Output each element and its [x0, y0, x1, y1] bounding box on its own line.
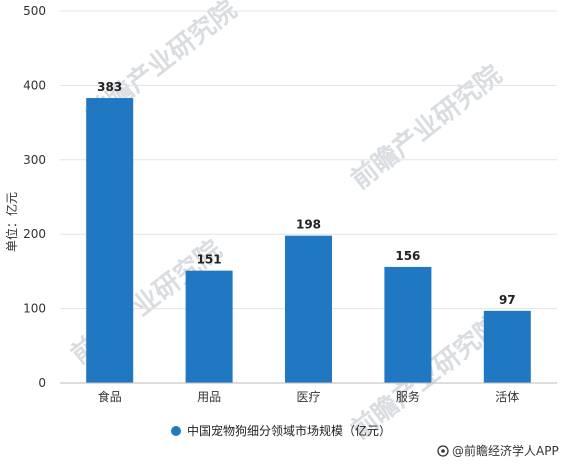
x-tick-label: 医疗: [296, 390, 320, 404]
bar: [185, 270, 233, 383]
source-text: @前瞻经济学人APP: [452, 443, 559, 458]
legend-label: 中国宠物狗细分领域市场规模（亿元）: [187, 423, 391, 438]
y-axis-title: 单位：亿元: [4, 192, 19, 252]
x-tick-label: 服务: [396, 389, 420, 404]
y-tick-label: 100: [23, 302, 46, 316]
legend-marker: [171, 426, 181, 436]
y-tick-label: 0: [38, 376, 46, 390]
source-credit: @前瞻经济学人APP: [437, 443, 559, 458]
data-label: 198: [296, 218, 321, 232]
data-labels: 383 151 198 156 97: [97, 80, 515, 307]
data-label: 383: [97, 80, 122, 94]
bar: [285, 235, 332, 383]
data-label: 151: [197, 253, 222, 267]
y-axis-ticks: 0 100 200 300 400 500: [23, 4, 46, 390]
y-tick-label: 200: [23, 227, 46, 241]
data-label: 97: [499, 293, 516, 307]
camera-icon: [437, 445, 449, 457]
y-tick-label: 400: [23, 78, 46, 92]
data-label: 156: [395, 249, 420, 263]
bar: [483, 310, 531, 383]
x-tick-label: 活体: [495, 390, 519, 404]
y-tick-label: 300: [23, 153, 46, 167]
watermark-text: 前瞻产业研究院: [345, 59, 508, 195]
bar: [384, 266, 432, 383]
x-axis-ticks: 食品 用品 医疗 服务 活体: [98, 389, 520, 404]
legend: 中国宠物狗细分领域市场规模（亿元）: [171, 423, 391, 438]
x-tick-label: 用品: [197, 390, 221, 404]
bars: [86, 98, 531, 383]
y-tick-label: 500: [23, 4, 46, 18]
bar: [86, 98, 134, 383]
x-tick-label: 食品: [98, 389, 122, 404]
camera-icon-lens: [441, 449, 445, 453]
